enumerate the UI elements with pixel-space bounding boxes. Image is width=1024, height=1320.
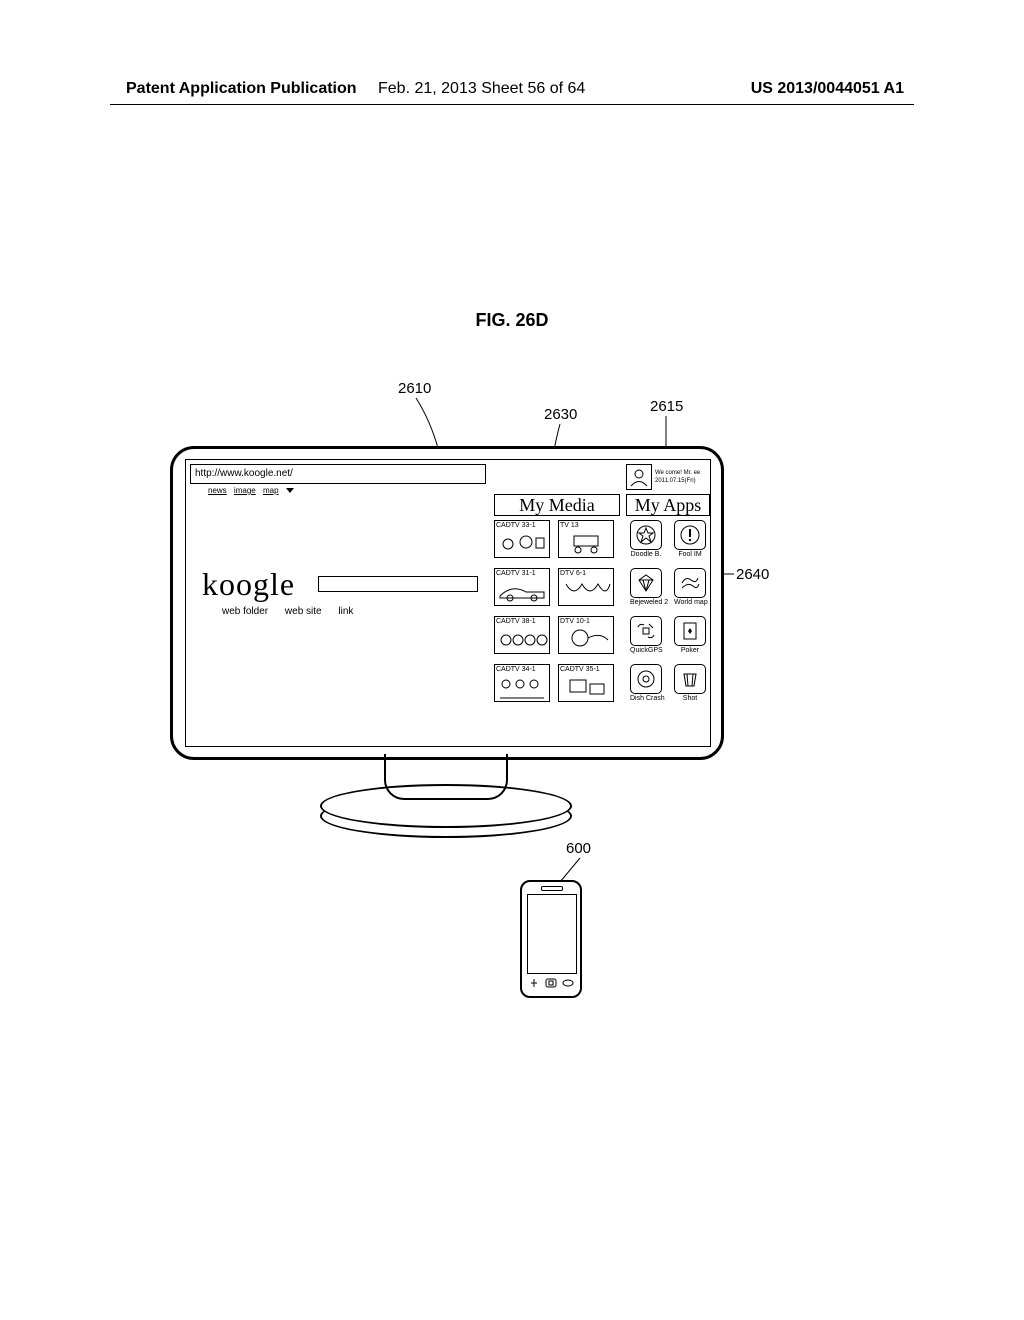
- phone-buttons[interactable]: [522, 977, 580, 992]
- app-dishcrash[interactable]: Dish Crash: [630, 664, 662, 698]
- media-thumb-3[interactable]: DTV 6-1: [558, 568, 614, 606]
- header-mid: Feb. 21, 2013 Sheet 56 of 64: [378, 80, 585, 98]
- figure-diagram: 2610 2630 2615 2640 600 http://www.koogl…: [160, 380, 860, 1020]
- basket-icon: [674, 664, 706, 694]
- map-icon: [674, 568, 706, 598]
- monitor-neck: [384, 754, 508, 800]
- my-media-title: My Media: [494, 494, 620, 516]
- user-info: We come! Mr. ee 2011.07.15(Fri): [626, 464, 706, 490]
- mobile-phone: [520, 880, 582, 998]
- card-icon: [674, 616, 706, 646]
- target-icon: [630, 664, 662, 694]
- app-quickgps[interactable]: QuickGPS: [630, 616, 662, 650]
- nav-dropdown-icon[interactable]: [286, 488, 294, 493]
- diamond-icon: [630, 568, 662, 598]
- app-shot[interactable]: Shot: [674, 664, 706, 698]
- callout-2610: 2610: [398, 380, 431, 397]
- nav-map[interactable]: map: [263, 486, 279, 495]
- app-label: Bejeweled 2: [630, 599, 662, 606]
- url-bar[interactable]: http://www.koogle.net/: [190, 464, 486, 484]
- nav-news[interactable]: news: [208, 486, 227, 495]
- app-label: Shot: [674, 695, 706, 702]
- tv-screen: http://www.koogle.net/ news image map ko…: [185, 459, 711, 747]
- header-left: Patent Application Publication: [126, 80, 357, 98]
- thumb-label: CADTV 33-1: [496, 522, 536, 529]
- thumb-label: DTV 6-1: [560, 570, 586, 577]
- thumb-label: CADTV 31-1: [496, 570, 536, 577]
- app-poker[interactable]: Poker: [674, 616, 706, 650]
- sublink-webfolder[interactable]: web folder: [222, 606, 268, 617]
- sublink-link[interactable]: link: [338, 606, 353, 617]
- header-rule: [110, 104, 914, 105]
- sublink-website[interactable]: web site: [285, 606, 322, 617]
- media-thumb-0[interactable]: CADTV 33-1: [494, 520, 550, 558]
- star-icon: [630, 520, 662, 550]
- user-date: 2011.07.15(Fri): [655, 477, 700, 485]
- app-label: Fool IM: [674, 551, 706, 558]
- media-thumb-4[interactable]: CADTV 38-1: [494, 616, 550, 654]
- thumb-label: CADTV 38-1: [496, 618, 536, 625]
- search-sublinks: web folder web site link: [222, 606, 367, 617]
- app-worldmap[interactable]: World map: [674, 568, 706, 602]
- app-bejeweled[interactable]: Bejeweled 2: [630, 568, 662, 602]
- app-label: QuickGPS: [630, 647, 662, 654]
- app-label: Dish Crash: [630, 695, 662, 702]
- exclaim-icon: [674, 520, 706, 550]
- callout-600: 600: [566, 840, 591, 857]
- thumb-label: CADTV 34-1: [496, 666, 536, 673]
- media-thumb-6[interactable]: CADTV 34-1: [494, 664, 550, 702]
- media-thumb-7[interactable]: CADTV 35-1: [558, 664, 614, 702]
- media-thumb-2[interactable]: CADTV 31-1: [494, 568, 550, 606]
- app-label: Poker: [674, 647, 706, 654]
- thumb-label: DTV 10-1: [560, 618, 590, 625]
- callout-2640: 2640: [736, 566, 769, 583]
- app-label: World map: [674, 599, 706, 606]
- search-input[interactable]: [318, 576, 478, 592]
- satellite-icon: [630, 616, 662, 646]
- media-thumb-5[interactable]: DTV 10-1: [558, 616, 614, 654]
- user-text: We come! Mr. ee 2011.07.15(Fri): [655, 469, 700, 485]
- callout-2615: 2615: [650, 398, 683, 415]
- browser-nav: news image map: [208, 486, 299, 495]
- app-foolim[interactable]: Fool IM: [674, 520, 706, 554]
- phone-screen[interactable]: [527, 894, 577, 974]
- phone-speaker-icon: [541, 886, 563, 891]
- app-label: Doodle B.: [630, 551, 662, 558]
- thumb-label: CADTV 35-1: [560, 666, 600, 673]
- figure-label: FIG. 26D: [0, 310, 1024, 331]
- nav-image[interactable]: image: [234, 486, 256, 495]
- header-right: US 2013/0044051 A1: [751, 80, 904, 98]
- my-apps-title: My Apps: [626, 494, 710, 516]
- callout-2630: 2630: [544, 406, 577, 423]
- app-doodle[interactable]: Doodle B.: [630, 520, 662, 554]
- user-avatar-icon: [626, 464, 652, 490]
- thumb-label: TV 13: [560, 522, 579, 529]
- tv-monitor: http://www.koogle.net/ news image map ko…: [170, 446, 724, 760]
- media-thumb-1[interactable]: TV 13: [558, 520, 614, 558]
- user-greeting: We come! Mr. ee: [655, 469, 700, 477]
- koogle-logo: koogle: [202, 566, 295, 603]
